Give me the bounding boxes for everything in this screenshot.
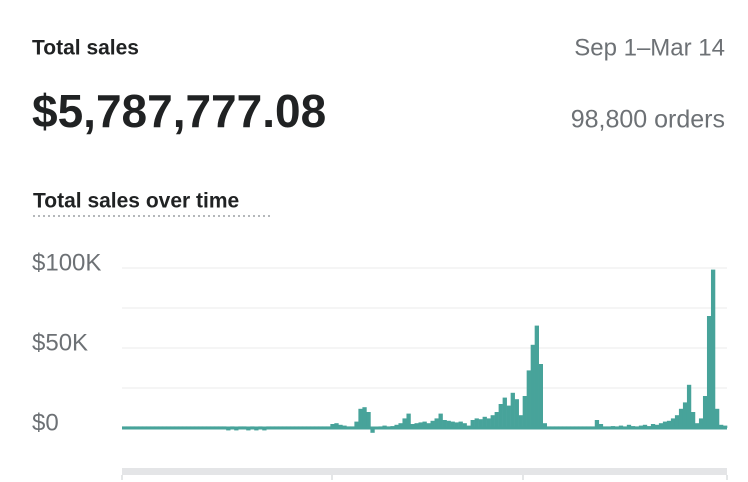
bar xyxy=(446,420,451,428)
bar xyxy=(362,407,367,428)
y-tick-label: $50K xyxy=(32,329,88,356)
bar xyxy=(454,422,459,428)
bar xyxy=(506,405,511,428)
order-count: 98,800 orders xyxy=(571,106,725,134)
bar xyxy=(470,420,475,428)
bar xyxy=(678,408,684,428)
baseline xyxy=(122,426,727,430)
bar xyxy=(662,421,668,428)
bar xyxy=(674,415,680,428)
bar xyxy=(486,418,491,428)
bar xyxy=(394,424,399,428)
bar xyxy=(694,423,700,428)
bar xyxy=(594,420,600,428)
bar xyxy=(358,408,363,428)
bar xyxy=(626,424,632,428)
bar xyxy=(402,418,407,428)
bar xyxy=(354,421,359,428)
date-range[interactable]: Sep 1–Mar 14 xyxy=(574,34,725,61)
bar xyxy=(654,424,660,428)
bar xyxy=(474,418,479,428)
chart-title[interactable]: Total sales over time xyxy=(33,190,239,213)
bar xyxy=(658,423,664,428)
card-title: Total sales xyxy=(32,37,139,60)
bar xyxy=(718,424,724,428)
bar xyxy=(598,424,604,428)
bar xyxy=(338,424,343,428)
bar xyxy=(442,420,447,428)
bar xyxy=(690,412,696,428)
bar xyxy=(670,418,676,428)
bar xyxy=(702,396,708,428)
bar xyxy=(682,402,688,428)
bar xyxy=(502,397,507,428)
bar xyxy=(706,316,712,428)
bar xyxy=(534,325,539,428)
bar xyxy=(494,412,499,428)
bar xyxy=(370,428,375,433)
bar xyxy=(330,424,335,428)
bar xyxy=(434,418,439,428)
bar xyxy=(714,408,720,428)
bar xyxy=(530,344,535,428)
bar xyxy=(514,399,519,428)
bar xyxy=(366,412,371,428)
bar xyxy=(518,415,523,428)
bar xyxy=(490,415,495,428)
bar xyxy=(710,269,716,428)
bar xyxy=(406,413,411,428)
bar xyxy=(426,423,431,428)
bar xyxy=(498,404,503,428)
bar xyxy=(438,413,443,428)
scroll-track[interactable] xyxy=(122,468,727,475)
bar xyxy=(642,424,648,428)
bar xyxy=(462,423,467,428)
bar xyxy=(698,418,704,428)
bar xyxy=(450,421,455,428)
y-tick-label: $100K xyxy=(32,249,101,276)
bar xyxy=(398,423,403,428)
bar xyxy=(418,422,423,428)
bar xyxy=(542,423,548,428)
bar xyxy=(410,424,415,428)
bar xyxy=(478,419,483,428)
y-tick-label: $0 xyxy=(32,409,59,436)
bar xyxy=(458,421,463,428)
total-sales: $5,787,777.08 xyxy=(32,85,326,137)
bar xyxy=(538,364,543,428)
bar xyxy=(430,420,435,428)
bar xyxy=(522,396,527,428)
bar xyxy=(422,421,427,428)
bar xyxy=(414,423,419,428)
bar xyxy=(666,420,672,428)
bar xyxy=(526,370,531,428)
bar xyxy=(686,384,692,428)
bar xyxy=(334,423,339,428)
bar xyxy=(482,416,487,428)
bar xyxy=(650,424,656,428)
bar xyxy=(510,392,515,428)
